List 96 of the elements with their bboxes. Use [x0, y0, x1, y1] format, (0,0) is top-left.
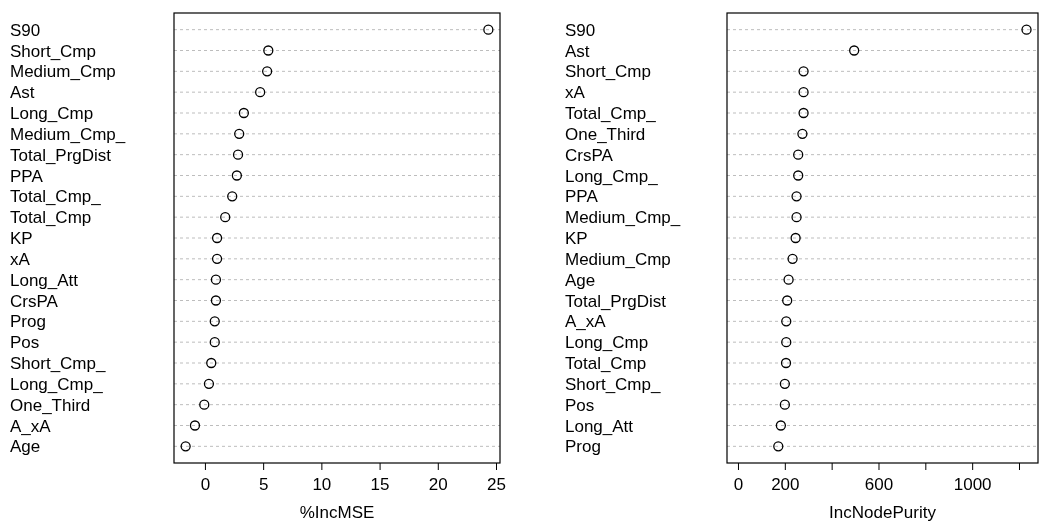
point: [798, 87, 809, 98]
x-axis-title: IncNodePurity: [829, 503, 937, 522]
y-tick-label: S90: [565, 20, 596, 40]
y-tick-label: Total_Cmp_: [565, 104, 657, 123]
y-tick-label: Short_Cmp_: [10, 354, 106, 373]
y-tick-label: PPA: [10, 166, 44, 186]
y-tick-label: Long_Cmp: [565, 333, 649, 353]
point: [791, 212, 802, 223]
y-tick-label: Medium_Cmp: [10, 62, 116, 82]
point: [211, 232, 223, 244]
point: [263, 45, 274, 56]
y-tick-label: Prog: [10, 312, 46, 332]
y-tick-label: Age: [565, 270, 596, 290]
y-tick-label: One_Third: [565, 124, 646, 144]
y-tick-label: CrsPA: [565, 145, 614, 165]
y-tick-label: Total_Cmp: [565, 354, 647, 373]
y-tick-label: One_Third: [10, 395, 91, 415]
y-tick-label: Long_Cmp_: [565, 166, 659, 186]
x-tick-label: 20: [428, 475, 448, 494]
point: [199, 399, 210, 410]
y-tick-label: Prog: [565, 437, 601, 457]
y-tick-label: Total_Cmp_: [10, 187, 102, 207]
y-tick-label: Long_Cmp_: [10, 374, 104, 394]
point: [787, 253, 798, 264]
y-tick-label: Ast: [565, 41, 590, 61]
y-tick-label: Long_Cmp: [10, 104, 94, 123]
point: [483, 24, 494, 35]
y-tick-label: Total_Cmp: [10, 208, 92, 228]
point: [793, 149, 804, 160]
y-tick-label: Pos: [565, 395, 595, 415]
y-tick-label: PPA: [565, 187, 599, 207]
x-tick-label: 0: [733, 475, 744, 494]
point: [849, 45, 860, 56]
y-tick-label: xA: [10, 249, 31, 269]
y-tick-label: Medium_Cmp_: [565, 208, 681, 228]
point: [231, 170, 243, 181]
y-tick-label: A_xA: [10, 416, 52, 436]
point: [791, 191, 802, 202]
y-tick-label: Short_Cmp: [10, 41, 96, 61]
point: [203, 378, 215, 389]
y-tick-label: Short_Cmp_: [565, 374, 661, 394]
point: [798, 107, 809, 119]
point: [234, 128, 245, 139]
x-tick-label: 600: [864, 475, 894, 494]
point: [209, 337, 220, 348]
x-tick-label: 0: [200, 475, 211, 494]
y-tick-label: Long_Att: [565, 416, 634, 436]
point: [227, 191, 238, 202]
point: [781, 316, 792, 327]
point: [782, 295, 793, 306]
x-tick-label: 15: [370, 475, 390, 494]
y-tick-label: S90: [10, 20, 41, 40]
y-tick-label: KP: [10, 229, 33, 248]
point: [773, 441, 784, 452]
point: [210, 274, 222, 285]
point: [209, 316, 220, 327]
point: [793, 170, 804, 181]
point: [779, 399, 790, 410]
x-tick-label: 5: [258, 475, 269, 494]
point: [206, 357, 217, 369]
point: [210, 295, 222, 306]
point: [189, 420, 201, 431]
point: [255, 87, 266, 98]
y-tick-label: Total_PrgDist: [10, 145, 112, 165]
point: [798, 66, 809, 77]
y-tick-label: Total_PrgDist: [565, 291, 667, 311]
y-tick-label: Pos: [10, 333, 40, 353]
point: [261, 66, 273, 77]
point: [790, 232, 801, 244]
point: [779, 378, 790, 389]
y-tick-label: Medium_Cmp_: [10, 124, 126, 144]
point: [220, 212, 231, 223]
x-tick-label: 1000: [953, 475, 992, 494]
point: [783, 274, 794, 285]
point: [238, 107, 250, 119]
y-tick-label: xA: [565, 83, 586, 103]
point: [232, 149, 244, 160]
point: [180, 441, 191, 452]
y-tick-label: Age: [10, 437, 41, 457]
y-tick-label: Medium_Cmp: [565, 249, 671, 269]
x-tick-label: 25: [487, 475, 506, 494]
x-tick-label: 200: [771, 475, 800, 494]
x-axis-title: %IncMSE: [299, 503, 375, 522]
point: [797, 128, 808, 139]
point: [1021, 24, 1032, 35]
point: [781, 337, 792, 348]
point: [780, 357, 792, 369]
x-tick-label: 10: [312, 475, 332, 494]
y-tick-label: Ast: [10, 83, 35, 103]
point: [211, 253, 223, 264]
y-tick-label: Short_Cmp: [565, 62, 651, 82]
point: [775, 420, 787, 431]
y-tick-label: KP: [565, 229, 588, 248]
y-tick-label: A_xA: [565, 312, 607, 332]
y-tick-label: Long_Att: [10, 270, 79, 290]
y-tick-label: CrsPA: [10, 291, 59, 311]
